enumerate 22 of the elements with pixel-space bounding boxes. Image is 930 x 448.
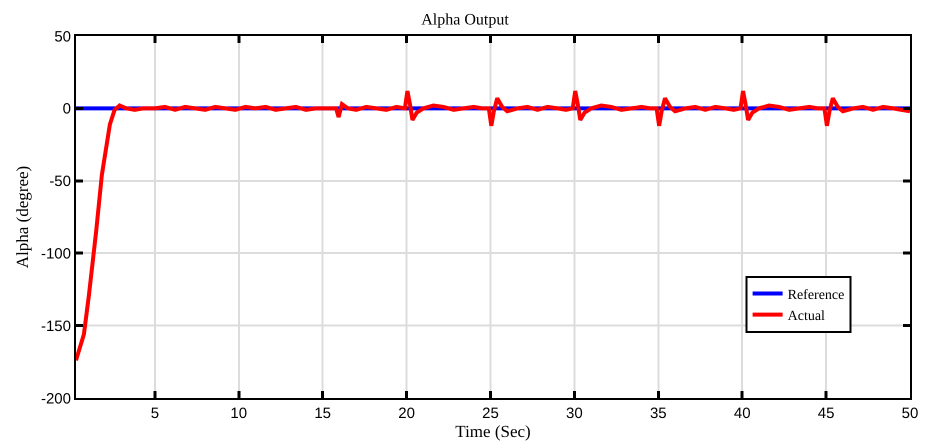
y-tick-label: 50 xyxy=(54,28,71,46)
x-tick-label: 40 xyxy=(734,405,751,422)
y-tick-label: -150 xyxy=(40,318,71,335)
legend-label: Reference xyxy=(788,288,844,303)
x-tick-label: 10 xyxy=(230,405,248,422)
y-axis-title: Alpha (degree) xyxy=(13,166,32,268)
chart-title: Alpha Output xyxy=(421,12,510,29)
line-series xyxy=(76,89,910,362)
x-tick-label: 5 xyxy=(150,405,160,422)
legend-label: Actual xyxy=(788,309,826,324)
x-tick-label: 30 xyxy=(566,405,583,422)
x-tick-label: 15 xyxy=(314,405,332,422)
y-tick-label: -100 xyxy=(40,245,71,262)
y-tick-label: 0 xyxy=(62,100,71,118)
x-tick-label: 20 xyxy=(398,405,415,422)
x-tick-label: 25 xyxy=(482,405,499,422)
x-tick-label: 45 xyxy=(818,405,834,422)
x-axis-title: Time (Sec) xyxy=(455,422,531,441)
x-tick-label: 35 xyxy=(650,405,667,422)
y-tick-label: -50 xyxy=(49,173,71,190)
x-tick-label: 50 xyxy=(902,405,918,422)
y-tick-label: -200 xyxy=(40,390,71,408)
